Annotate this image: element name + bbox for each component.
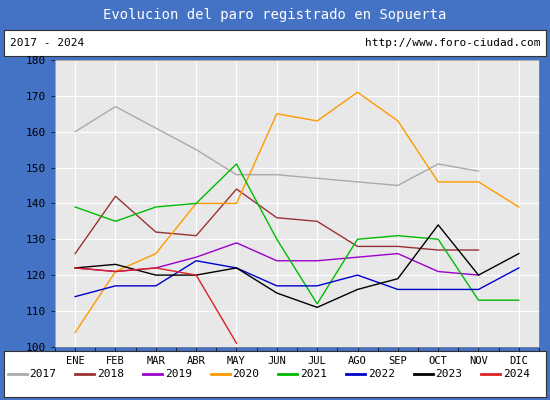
Text: 2021: 2021 <box>300 369 327 379</box>
Text: 2022: 2022 <box>368 369 395 379</box>
Text: 2018: 2018 <box>97 369 124 379</box>
Text: 2024: 2024 <box>503 369 530 379</box>
Text: 2017 - 2024: 2017 - 2024 <box>10 38 84 48</box>
Text: 2023: 2023 <box>436 369 463 379</box>
Text: 2020: 2020 <box>233 369 260 379</box>
Text: http://www.foro-ciudad.com: http://www.foro-ciudad.com <box>365 38 540 48</box>
Text: 2017: 2017 <box>30 369 57 379</box>
Text: 2019: 2019 <box>165 369 192 379</box>
Text: Evolucion del paro registrado en Sopuerta: Evolucion del paro registrado en Sopuert… <box>103 8 447 22</box>
